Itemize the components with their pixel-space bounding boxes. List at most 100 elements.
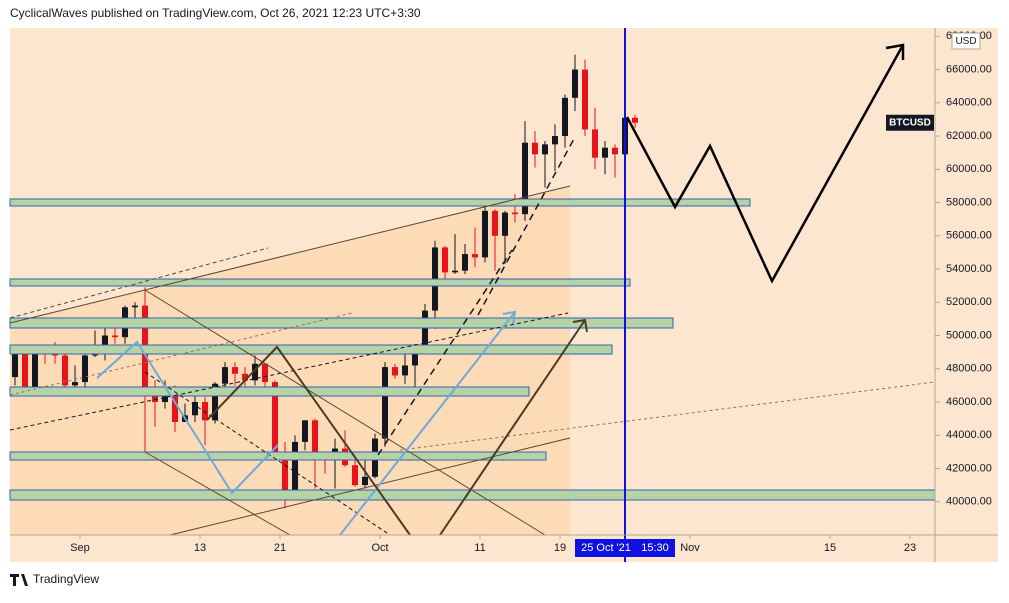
candle-body (232, 367, 238, 374)
candle-body (62, 355, 68, 386)
trend-line (169, 437, 571, 536)
trend-line (144, 451, 291, 536)
candle-body (52, 353, 58, 356)
logo (10, 574, 28, 586)
trend-line (9, 247, 269, 319)
axes: 40000.00 42000.00 44000.00 46000.00 48000.00… (10, 28, 998, 562)
candle-body (352, 465, 358, 486)
candle-body (362, 476, 368, 486)
candle-body (402, 365, 408, 376)
crosshair-date: 25 Oct '21 (581, 542, 631, 554)
candle-body (412, 348, 418, 366)
candle-body (502, 212, 508, 236)
projection-path (625, 44, 905, 284)
y-tick-label: 52000.00 (946, 296, 992, 308)
candle-body (112, 335, 118, 338)
candle-body (632, 117, 638, 123)
footer-text: TradingView (33, 572, 99, 586)
candle-body (452, 270, 458, 273)
labels: 25 Oct '21 15:30 BTCUSD (575, 114, 934, 557)
y-tick-label: 46000.00 (946, 396, 992, 408)
candle-body (132, 305, 138, 308)
x-tick-label: 19 (554, 542, 566, 554)
candle-body (462, 254, 468, 271)
candle-body (572, 69, 578, 98)
trend-line (377, 249, 513, 456)
candle-body (262, 363, 268, 383)
zone (9, 198, 751, 207)
x-tick-label: Oct (371, 542, 388, 554)
x-tick-label: Nov (680, 542, 700, 554)
candle-body (492, 210, 498, 236)
wave-path (206, 345, 411, 536)
y-tick-label: 42000.00 (946, 462, 992, 474)
y-tick-label: 62000.00 (946, 130, 992, 142)
trend-line (144, 289, 546, 536)
candle-body (202, 402, 208, 421)
candle-body (512, 212, 518, 215)
header: CyclicalWaves published on TradingView.c… (10, 6, 421, 20)
wave-path (439, 319, 586, 536)
candle-body (382, 367, 388, 439)
candle-body (252, 363, 258, 381)
y-tick-label: 40000.00 (946, 496, 992, 508)
zone (9, 344, 613, 355)
candle-body (472, 254, 478, 258)
y-tick-label: 66000.00 (946, 63, 992, 75)
candle-body (392, 367, 398, 376)
zone (9, 278, 631, 287)
footer: TradingView (10, 572, 99, 586)
candle-body (562, 97, 568, 137)
y-tick-label: 44000.00 (946, 429, 992, 441)
x-tick-label: 11 (474, 542, 485, 554)
candle-body (222, 367, 228, 384)
candle-body (282, 451, 288, 491)
trend-line (9, 312, 353, 396)
y-tick-label: 58000.00 (946, 196, 992, 208)
shaded-region (10, 186, 570, 535)
candle-body (612, 147, 618, 155)
drawings (9, 28, 936, 562)
wave-path (339, 311, 516, 536)
wave-path (96, 340, 279, 495)
candle-body (442, 247, 448, 273)
zone (9, 451, 547, 461)
symbol-label: BTCUSD (889, 117, 931, 128)
candle-body (212, 383, 218, 421)
candle-body (302, 420, 308, 442)
y-tick-label: 56000.00 (946, 230, 992, 242)
candle-body (82, 355, 88, 383)
candle-body (522, 142, 528, 215)
arrow-head (572, 318, 588, 333)
y-tick-label: 64000.00 (946, 97, 992, 109)
candle-body (422, 310, 428, 349)
candle-body (12, 352, 18, 378)
x-tick-label: 15 (824, 542, 836, 554)
candle-body (542, 144, 548, 155)
zone (9, 317, 674, 329)
y-tick-label: 48000.00 (946, 363, 992, 375)
candle-body (312, 420, 318, 456)
crosshair-label-box (575, 539, 675, 557)
candle-body (72, 382, 78, 386)
candle-body (102, 335, 108, 348)
crosshair-time: 15:30 (641, 542, 669, 554)
candle-body (592, 129, 598, 158)
candle-body (582, 69, 588, 130)
x-tick-label: 23 (904, 542, 916, 554)
arrow-head (885, 43, 905, 60)
candle-body (552, 136, 558, 145)
candle-body (242, 373, 248, 381)
zone (9, 386, 530, 397)
arrow-head (502, 310, 517, 325)
candle-body (22, 352, 28, 388)
x-tick-label: 13 (194, 542, 206, 554)
candle-body (192, 402, 198, 416)
x-tick-label: 21 (274, 542, 286, 554)
candle-body (482, 210, 488, 258)
candle-body (32, 352, 38, 388)
x-tick-label: Sep (70, 542, 90, 554)
candle-body (272, 382, 278, 452)
